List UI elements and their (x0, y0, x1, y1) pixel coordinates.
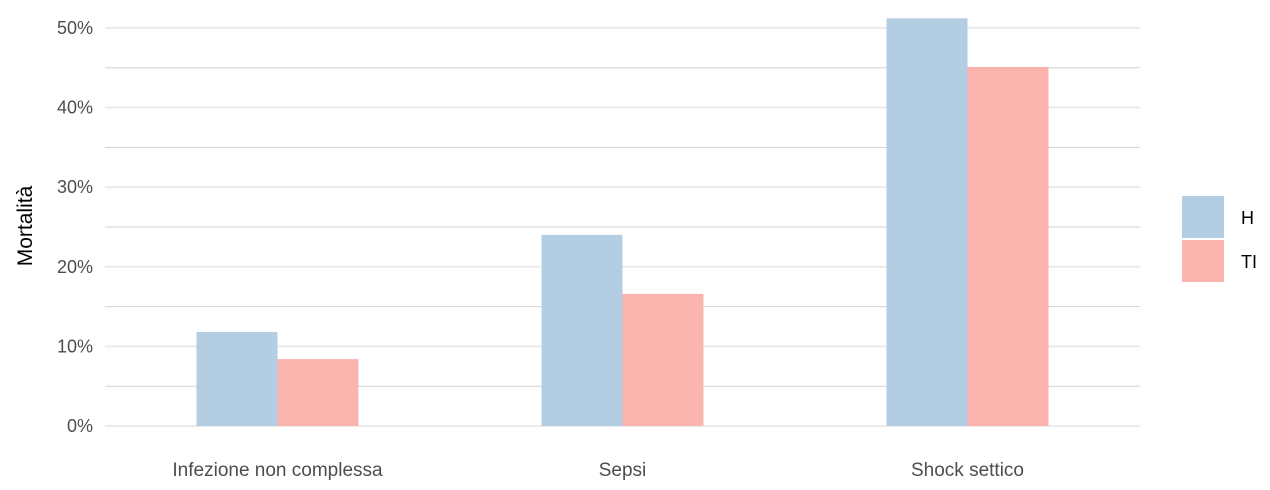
x-category-label: Infezione non complessa (172, 460, 383, 481)
x-axis-categories: Infezione non complessa Sepsi Shock settic… (172, 460, 1024, 481)
legend-swatch-h (1182, 196, 1224, 238)
x-category-label: Sepsi (599, 460, 647, 481)
y-axis-title: Mortalità (14, 185, 37, 266)
y-tick-label: 50% (57, 18, 93, 38)
legend-label-h: H (1241, 208, 1254, 228)
y-tick-label: 0% (67, 416, 93, 436)
bar-ti-0 (277, 359, 359, 426)
legend-label-ti: TI (1241, 252, 1257, 272)
bar-h-2 (886, 18, 968, 427)
legend: H TI (1182, 196, 1257, 282)
bar-ti-2 (967, 66, 1049, 427)
bar-ti-1 (622, 293, 704, 426)
y-tick-label: 30% (57, 177, 93, 197)
y-tick-label: 20% (57, 257, 93, 277)
y-tick-label: 10% (57, 336, 93, 356)
x-category-label: Shock settico (911, 460, 1024, 481)
y-axis-ticks: 0% 10% 20% 30% 40% 50% (57, 18, 93, 436)
bar-h-0 (196, 332, 278, 426)
bars (196, 18, 1049, 427)
y-tick-label: 40% (57, 98, 93, 118)
legend-swatch-ti (1182, 240, 1224, 282)
bar-h-1 (541, 234, 623, 426)
